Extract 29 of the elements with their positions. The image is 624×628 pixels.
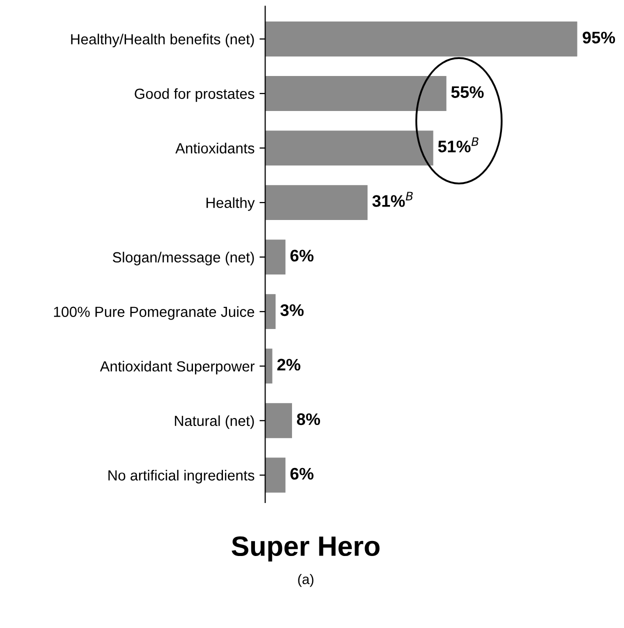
data-label: 6% xyxy=(290,468,314,480)
bar xyxy=(265,240,286,275)
data-label: 31%$^{B}$ xyxy=(372,192,413,207)
text: Super Hero xyxy=(232,536,380,562)
y-tick-label: Natural (net) xyxy=(174,415,254,429)
data-label: 55% xyxy=(451,86,484,98)
data-label: 6% xyxy=(290,250,314,262)
bar xyxy=(265,185,368,220)
data-label: 8% xyxy=(296,413,320,426)
bar xyxy=(265,403,292,438)
bar xyxy=(265,348,272,384)
y-tick-label: Antioxidant Superpower xyxy=(100,360,255,374)
y-tick-label: Healthy xyxy=(206,197,255,211)
bar xyxy=(265,76,446,111)
bar xyxy=(265,458,286,493)
y-tick-label: Antioxidants xyxy=(175,142,254,154)
y-tick-label: Good for prostates xyxy=(134,88,254,102)
data-label: 95% xyxy=(582,32,616,44)
data-label: 51%$^{B}$ xyxy=(438,137,478,152)
y-tick-label: No artificial ingredients xyxy=(108,470,254,484)
y-tick-label: Slogan/message (net) xyxy=(112,252,254,266)
y-tick-label: 100% Pure Pomegranate Juice xyxy=(54,306,254,320)
bar xyxy=(265,130,434,166)
bar xyxy=(265,294,276,330)
bar xyxy=(265,22,578,56)
data-label: 2% xyxy=(277,358,300,371)
y-tick-label: Healthy/Health benefits (net) xyxy=(71,34,254,48)
data-label: 3% xyxy=(280,304,304,316)
text: (a) xyxy=(298,574,314,587)
